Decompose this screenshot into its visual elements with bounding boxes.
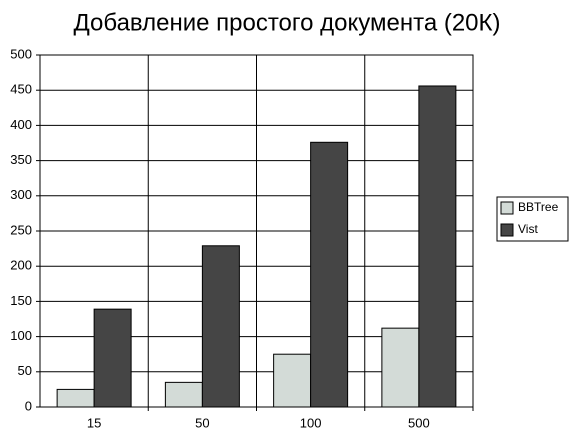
y-tick-label: 0 [25,398,32,413]
plot-border [39,54,474,408]
y-tick-label: 250 [10,222,32,237]
y-tick-label: 450 [10,82,32,97]
y-tick-label: 400 [10,117,32,132]
bar [418,85,457,408]
y-tick-label: 350 [10,152,32,167]
x-tick-label: 15 [87,415,101,430]
bar [273,353,312,408]
x-tick-label: 500 [408,415,430,430]
bar [201,245,240,408]
y-tick-label: 150 [10,293,32,308]
y-tick-label: 500 [10,46,32,61]
bar [310,141,349,408]
legend-label: Vist [518,222,538,236]
bar [381,327,420,408]
y-tick-label: 200 [10,258,32,273]
x-tick-label: 100 [300,415,322,430]
y-tick-label: 100 [10,328,32,343]
y-tick-label: 300 [10,187,32,202]
y-tick-label: 50 [18,363,32,378]
legend-label: BBTree [518,200,559,214]
legend-swatch [500,201,514,215]
bar [164,381,203,408]
chart-title: Добавление простого документа (20К) [74,9,501,36]
x-tick-label: 50 [195,415,209,430]
legend-swatch [500,223,514,237]
bar [56,388,95,408]
bar [93,308,132,408]
